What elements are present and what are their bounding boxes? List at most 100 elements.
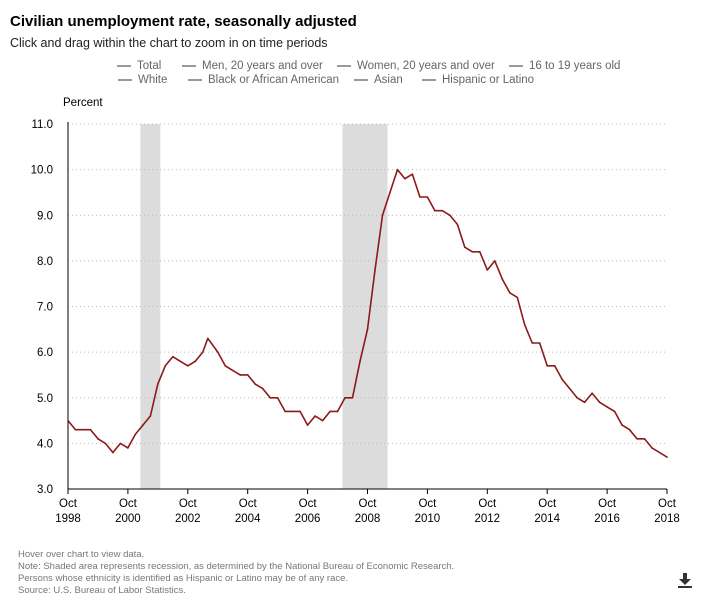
data-point[interactable]: [621, 424, 623, 426]
data-point[interactable]: [269, 396, 271, 399]
data-point[interactable]: [658, 451, 661, 454]
data-point[interactable]: [112, 451, 114, 454]
data-point[interactable]: [598, 401, 601, 404]
data-point[interactable]: [179, 360, 182, 363]
data-point[interactable]: [239, 374, 242, 376]
data-point[interactable]: [568, 387, 571, 390]
legend-item-hispanic[interactable]: Hispanic or Latino: [422, 74, 534, 86]
data-point[interactable]: [276, 396, 279, 399]
data-point[interactable]: [291, 410, 294, 413]
data-point[interactable]: [314, 415, 316, 417]
legend-item-black[interactable]: Black or African American: [188, 74, 339, 86]
data-point[interactable]: [74, 428, 77, 431]
data-point[interactable]: [666, 456, 668, 458]
note-recession: Note: Shaded area represents recession, …: [18, 561, 455, 572]
data-point[interactable]: [67, 419, 69, 422]
download-icon[interactable]: [676, 571, 694, 589]
data-point[interactable]: [359, 360, 361, 363]
x-tick-label-month: Oct: [658, 498, 677, 510]
data-point[interactable]: [404, 177, 406, 180]
data-point[interactable]: [142, 424, 144, 426]
data-point[interactable]: [628, 428, 631, 431]
data-point[interactable]: [172, 355, 174, 358]
data-point[interactable]: [583, 401, 586, 404]
legend-item-asian[interactable]: Asian: [354, 74, 403, 86]
data-point[interactable]: [501, 278, 504, 280]
data-point[interactable]: [224, 365, 227, 367]
data-point[interactable]: [149, 415, 152, 417]
data-point[interactable]: [546, 365, 548, 367]
data-point[interactable]: [538, 342, 541, 344]
data-point[interactable]: [351, 396, 354, 399]
data-point[interactable]: [576, 396, 578, 399]
data-point[interactable]: [456, 223, 459, 226]
data-point[interactable]: [479, 250, 481, 253]
data-point[interactable]: [464, 246, 466, 248]
data-point[interactable]: [157, 383, 159, 385]
x-tick-label-year: 2006: [295, 513, 321, 525]
data-point[interactable]: [613, 410, 616, 413]
legend-item-teens[interactable]: 16 to 19 years old: [509, 60, 620, 72]
data-point[interactable]: [254, 383, 256, 385]
data-point[interactable]: [561, 378, 563, 381]
data-point[interactable]: [531, 342, 534, 344]
data-point[interactable]: [194, 360, 197, 363]
data-point[interactable]: [523, 323, 526, 326]
data-point[interactable]: [216, 351, 219, 353]
data-point[interactable]: [471, 250, 474, 253]
data-point[interactable]: [336, 410, 339, 413]
data-point[interactable]: [643, 438, 646, 440]
data-point[interactable]: [134, 433, 137, 436]
data-point[interactable]: [321, 419, 324, 422]
data-point[interactable]: [419, 196, 421, 198]
data-point[interactable]: [206, 337, 209, 340]
data-point[interactable]: [246, 374, 249, 376]
data-point[interactable]: [374, 269, 376, 271]
data-point[interactable]: [606, 406, 608, 408]
data-point[interactable]: [82, 428, 84, 431]
axis-layer: [67, 122, 668, 494]
data-point[interactable]: [187, 365, 189, 367]
data-point[interactable]: [127, 447, 129, 449]
data-point[interactable]: [434, 209, 436, 212]
data-point[interactable]: [164, 365, 167, 367]
data-point[interactable]: [201, 351, 204, 353]
data-point[interactable]: [299, 410, 301, 413]
data-point[interactable]: [441, 209, 444, 212]
x-tick-label-month: Oct: [179, 498, 198, 510]
data-point[interactable]: [396, 168, 399, 171]
data-point[interactable]: [591, 392, 593, 394]
data-point[interactable]: [284, 410, 286, 413]
data-point[interactable]: [508, 292, 511, 294]
data-point[interactable]: [231, 369, 234, 372]
legend-item-women[interactable]: Women, 20 years and over: [337, 60, 495, 72]
data-point[interactable]: [344, 396, 346, 399]
data-point[interactable]: [411, 173, 414, 175]
data-point[interactable]: [493, 260, 496, 262]
data-point[interactable]: [516, 296, 519, 299]
data-point[interactable]: [389, 191, 391, 194]
data-point[interactable]: [636, 438, 638, 440]
data-point[interactable]: [104, 442, 107, 445]
data-point[interactable]: [449, 214, 451, 217]
legend-item-total[interactable]: Total: [117, 60, 161, 72]
data-point[interactable]: [89, 428, 92, 431]
legend-swatch-icon: [188, 79, 202, 81]
data-point[interactable]: [426, 196, 429, 198]
data-point[interactable]: [119, 442, 122, 445]
data-point[interactable]: [381, 214, 384, 217]
data-point[interactable]: [651, 447, 653, 449]
data-point[interactable]: [553, 365, 556, 367]
x-tick-label-year: 2002: [175, 513, 201, 525]
x-tick-label-year: 2014: [534, 513, 560, 525]
data-point[interactable]: [97, 438, 99, 440]
chart-area[interactable]: 3.0 4.0 5.0 6.0 7.0 8.0 9.0 10.0 11.0 Oct 1998 Oct 2…: [0, 0, 717, 540]
data-point[interactable]: [306, 424, 309, 426]
legend-item-white[interactable]: White: [118, 74, 167, 86]
legend-item-men[interactable]: Men, 20 years and over: [182, 60, 323, 72]
data-point[interactable]: [261, 387, 264, 390]
data-point[interactable]: [366, 328, 369, 331]
data-point[interactable]: [329, 410, 331, 413]
data-point[interactable]: [486, 269, 489, 271]
x-tick-label-year: 1998: [55, 513, 81, 525]
